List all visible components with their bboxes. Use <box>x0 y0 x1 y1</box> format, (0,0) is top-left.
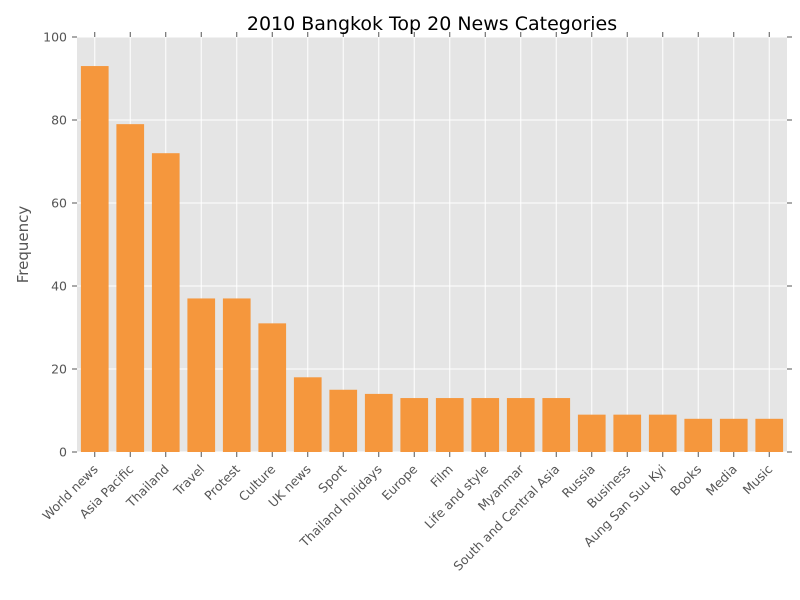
x-tick-label: Europe <box>379 461 421 503</box>
bar <box>613 414 642 452</box>
y-tick-label: 40 <box>51 279 67 294</box>
bar <box>258 323 287 452</box>
y-tick-label: 100 <box>43 30 67 45</box>
plot-area <box>77 37 787 452</box>
bar <box>293 377 322 452</box>
bar <box>116 124 145 453</box>
bar <box>542 398 571 452</box>
y-tick-label: 20 <box>51 362 67 377</box>
x-tick-label: Books <box>667 462 704 499</box>
grid-lines <box>77 36 787 453</box>
bar <box>648 414 677 452</box>
y-tick-label: 80 <box>51 113 67 128</box>
chart-title: 2010 Bangkok Top 20 News Categories <box>247 13 617 35</box>
bar <box>577 414 606 452</box>
bar <box>506 398 535 452</box>
x-tick-label: Media <box>703 462 740 499</box>
bar <box>222 298 251 452</box>
bar <box>187 298 216 452</box>
bar <box>364 393 393 452</box>
bar <box>80 66 109 453</box>
bar <box>435 398 464 452</box>
y-axis-label: Frequency <box>14 206 32 284</box>
bar <box>471 398 500 452</box>
x-tick-label: Music <box>740 461 776 497</box>
bar <box>329 389 358 452</box>
bar <box>684 418 713 452</box>
bar <box>400 398 429 452</box>
y-axis-ticks: 0 20 40 60 80 100 <box>43 30 792 460</box>
x-tick-label: Film <box>427 462 456 491</box>
bars <box>80 66 784 453</box>
x-tick-label: Protest <box>201 461 243 503</box>
y-tick-label: 60 <box>51 196 67 211</box>
y-tick-label: 0 <box>59 445 67 460</box>
bar <box>719 418 748 452</box>
bar <box>755 418 784 452</box>
bar <box>151 153 180 452</box>
